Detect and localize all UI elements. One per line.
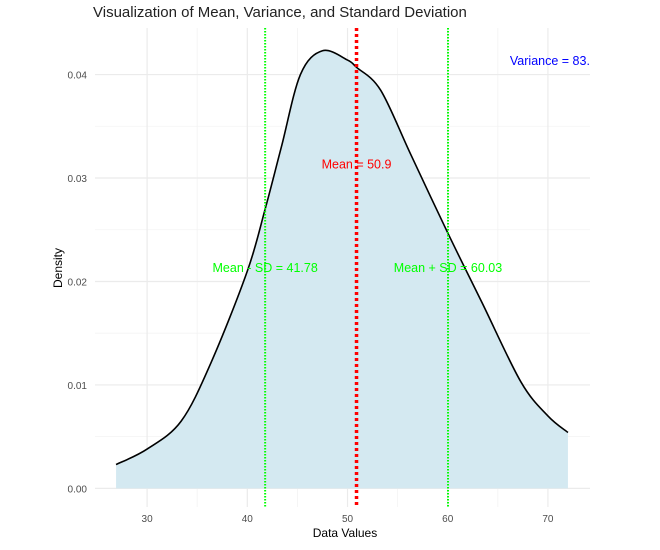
y-tick-label: 0.03 bbox=[68, 174, 88, 185]
x-axis-label: Data Values bbox=[313, 526, 377, 540]
y-tick-label: 0.01 bbox=[68, 381, 88, 392]
y-tick-label: 0.00 bbox=[68, 484, 88, 495]
y-axis-label: Density bbox=[51, 248, 65, 288]
x-tick-label: 60 bbox=[442, 514, 454, 525]
x-tick-label: 50 bbox=[342, 514, 354, 525]
density-curve bbox=[115, 49, 569, 466]
chart-title: Visualization of Mean, Variance, and Sta… bbox=[93, 4, 467, 21]
x-tick-label: 70 bbox=[542, 514, 554, 525]
y-tick-label: 0.02 bbox=[68, 277, 88, 288]
variance-annotation: Variance = 83. bbox=[510, 54, 590, 68]
y-tick-label: 0.04 bbox=[68, 71, 88, 82]
x-tick-label: 30 bbox=[142, 514, 154, 525]
mean-plus-sd-label: Mean + SD = 60.03 bbox=[394, 261, 502, 275]
mean-label: Mean = 50.9 bbox=[322, 158, 392, 172]
mean-minus-sd-label: Mean - SD = 41.78 bbox=[213, 261, 318, 275]
x-tick-label: 40 bbox=[242, 514, 254, 525]
density-area bbox=[116, 50, 568, 489]
